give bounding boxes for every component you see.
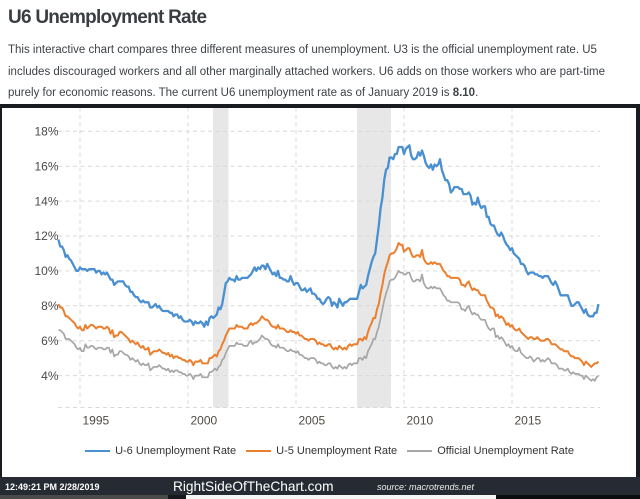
- svg-text:12%: 12%: [34, 229, 58, 243]
- svg-text:2015: 2015: [515, 414, 542, 428]
- svg-text:2005: 2005: [299, 414, 326, 428]
- svg-text:2000: 2000: [191, 414, 218, 428]
- svg-text:10%: 10%: [34, 264, 58, 278]
- svg-text:2010: 2010: [407, 414, 434, 428]
- svg-text:6%: 6%: [41, 334, 59, 348]
- svg-text:1995: 1995: [83, 414, 110, 428]
- svg-text:18%: 18%: [34, 125, 58, 139]
- svg-text:8%: 8%: [41, 299, 59, 313]
- svg-text:14%: 14%: [34, 194, 58, 208]
- svg-text:16%: 16%: [34, 159, 58, 173]
- svg-text:4%: 4%: [41, 369, 59, 383]
